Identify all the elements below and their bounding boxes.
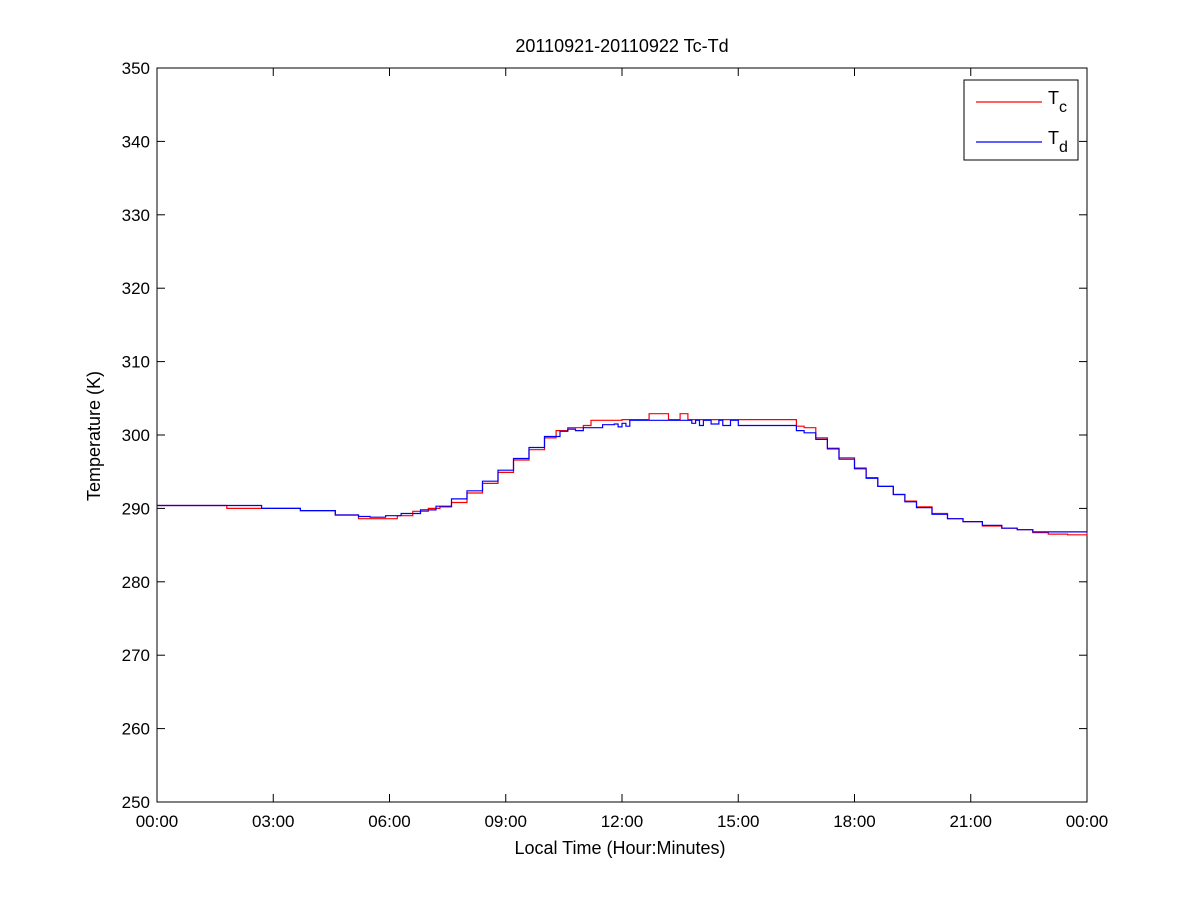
y-tick-label: 290 (122, 499, 150, 518)
y-tick-label: 300 (122, 426, 150, 445)
y-tick-label: 260 (122, 720, 150, 739)
legend-label-subscript: d (1059, 139, 1068, 156)
y-tick-label: 330 (122, 206, 150, 225)
x-tick-label: 18:00 (833, 812, 876, 831)
x-axis-title: Local Time (Hour:Minutes) (514, 838, 725, 858)
x-tick-label: 00:00 (1066, 812, 1109, 831)
legend-label-subscript: c (1059, 99, 1067, 116)
x-tick-label: 15:00 (717, 812, 760, 831)
x-tick-label: 09:00 (484, 812, 527, 831)
y-axis: 250 260 270 280 290 300 310 320 330 340 350 (122, 59, 1087, 812)
y-tick-label: 270 (122, 646, 150, 665)
x-tick-label: 12:00 (601, 812, 644, 831)
legend-label: Tc (1048, 88, 1067, 116)
y-tick-label: 250 (122, 793, 150, 812)
legend-label-main: T (1048, 128, 1059, 148)
legend-label: Td (1048, 128, 1068, 156)
series-layer (157, 413, 1088, 536)
legend-label-main: T (1048, 88, 1059, 108)
x-tick-label: 06:00 (368, 812, 411, 831)
x-tick-label: 03:00 (252, 812, 295, 831)
x-axis: 00:00 03:00 06:00 09:00 12:00 15:00 18:00 21:00… (136, 68, 1109, 831)
y-axis-title: Temperature (K) (84, 371, 104, 501)
x-tick-label: 21:00 (949, 812, 992, 831)
y-tick-label: 280 (122, 573, 150, 592)
y-tick-label: 350 (122, 59, 150, 78)
y-tick-label: 310 (122, 353, 150, 372)
x-tick-label: 00:00 (136, 812, 179, 831)
y-tick-label: 340 (122, 132, 150, 151)
legend-box (963, 79, 1079, 161)
y-tick-label: 320 (122, 279, 150, 298)
series-line-Td (157, 419, 1087, 533)
chart-title: 20110921-20110922 Tc-Td (515, 36, 728, 56)
plot-area (156, 67, 1088, 803)
